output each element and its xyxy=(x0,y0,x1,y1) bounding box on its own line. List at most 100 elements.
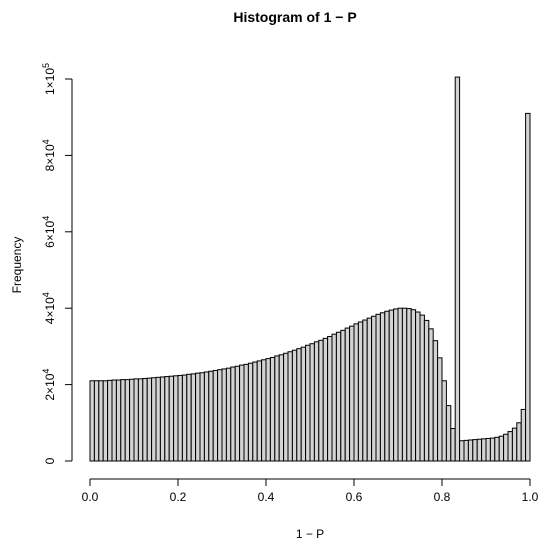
histogram-bar xyxy=(93,380,100,462)
histogram-bar xyxy=(243,363,249,462)
histogram-bar xyxy=(111,379,117,462)
x-tick-label: 0.4 xyxy=(258,490,275,504)
histogram-bar xyxy=(230,366,236,462)
histogram-bar xyxy=(269,356,276,462)
x-tick-label: 0.2 xyxy=(170,490,187,504)
y-tick-label: 4×104 xyxy=(41,292,57,324)
x-tick-label: 0.8 xyxy=(434,490,451,504)
histogram-bar xyxy=(168,375,175,462)
histogram-bar xyxy=(164,376,170,462)
histogram-bar xyxy=(428,328,434,462)
histogram-bar xyxy=(203,371,210,462)
histogram-bar xyxy=(481,438,487,462)
y-tick-label: 0 xyxy=(43,457,57,464)
histogram-bar xyxy=(388,309,395,462)
histogram-bar xyxy=(173,375,179,462)
histogram-bar xyxy=(327,335,333,462)
histogram-bar xyxy=(256,360,263,462)
x-tick-label: 0.0 xyxy=(82,490,99,504)
histogram-bar xyxy=(340,329,346,462)
histogram-bar xyxy=(318,339,324,462)
histogram-bar xyxy=(133,378,139,462)
histogram-bar xyxy=(379,312,386,462)
histogram-bar xyxy=(441,380,447,462)
x-tick-label: 0.6 xyxy=(346,490,363,504)
histogram-bar xyxy=(142,377,148,462)
histogram-bar xyxy=(217,369,223,462)
histogram-bar xyxy=(221,368,227,462)
histogram-bar xyxy=(283,352,289,462)
histogram-bar xyxy=(335,331,342,462)
bars-group xyxy=(89,76,531,462)
histogram-bar xyxy=(195,372,201,462)
y-tick-label: 8×104 xyxy=(41,139,57,171)
histogram-bar xyxy=(102,380,109,462)
x-tick-label: 1.0 xyxy=(522,490,539,504)
histogram-bar xyxy=(406,308,412,462)
histogram-bar xyxy=(507,431,513,462)
histogram-bar xyxy=(463,439,469,462)
histogram-bar xyxy=(146,377,153,462)
histogram-bar xyxy=(305,344,311,462)
histogram-bar xyxy=(362,319,368,462)
histogram-bar xyxy=(129,378,135,462)
histogram-bar xyxy=(371,315,377,462)
histogram-bar xyxy=(520,408,527,462)
histogram-bar xyxy=(494,436,500,462)
histogram-bar xyxy=(401,307,408,462)
histogram-bar xyxy=(419,314,425,462)
histogram-bar xyxy=(375,313,381,462)
histogram-bar xyxy=(309,343,315,462)
histogram-bar xyxy=(437,357,443,462)
histogram-bar xyxy=(410,309,417,462)
histogram-bar xyxy=(331,333,337,462)
histogram-bar xyxy=(296,348,302,462)
histogram-bar xyxy=(454,76,461,462)
histogram-bar xyxy=(278,354,285,462)
chart-title: Histogram of 1 − P xyxy=(233,9,356,25)
histogram-bar xyxy=(186,373,192,462)
histogram-bar xyxy=(107,379,113,462)
histogram-bar xyxy=(261,359,267,462)
histogram-bar xyxy=(252,361,258,462)
histogram-bar xyxy=(503,433,509,462)
histogram-bar xyxy=(467,439,474,462)
histogram-bar xyxy=(98,380,104,462)
histogram-bar xyxy=(181,374,188,462)
histogram-bar xyxy=(445,405,452,462)
histogram-bar xyxy=(516,422,522,462)
histogram-bar xyxy=(287,351,293,462)
histogram-bar xyxy=(212,369,219,462)
histogram-bar xyxy=(159,376,166,462)
histogram-bar xyxy=(485,437,491,462)
histogram-bar xyxy=(357,321,364,462)
histogram-bar xyxy=(489,437,496,462)
histogram-bar xyxy=(291,349,298,462)
histogram-bar xyxy=(384,310,390,462)
histogram-bar xyxy=(89,380,95,462)
histogram-bar xyxy=(124,379,131,462)
y-tick-label: 2×104 xyxy=(41,369,57,401)
histogram-bar xyxy=(199,372,205,462)
histogram-bar xyxy=(208,370,214,462)
histogram-bar xyxy=(353,323,359,462)
histogram-bar xyxy=(397,307,403,462)
histogram-bar xyxy=(349,325,355,462)
x-axis: 0.0 0.2 0.4 0.6 0.8 1.0 xyxy=(82,478,539,504)
histogram-bar xyxy=(274,355,280,462)
y-tick-label: 6×104 xyxy=(41,216,57,248)
histogram-bar xyxy=(322,337,329,462)
y-tick-label: 1×105 xyxy=(41,63,57,95)
histogram-bar xyxy=(300,346,307,462)
histogram-bar xyxy=(393,308,399,462)
histogram-bar xyxy=(313,341,320,462)
histogram-bar xyxy=(137,378,144,462)
histogram-bar xyxy=(151,377,157,462)
histogram-bar xyxy=(525,112,531,462)
histogram-bar xyxy=(423,319,430,462)
histogram-bar xyxy=(120,379,126,462)
y-axis: 0 2×104 4×104 6×104 8×104 1×105 xyxy=(41,63,73,464)
histogram-bar xyxy=(225,367,232,462)
histogram-bar xyxy=(239,364,245,462)
